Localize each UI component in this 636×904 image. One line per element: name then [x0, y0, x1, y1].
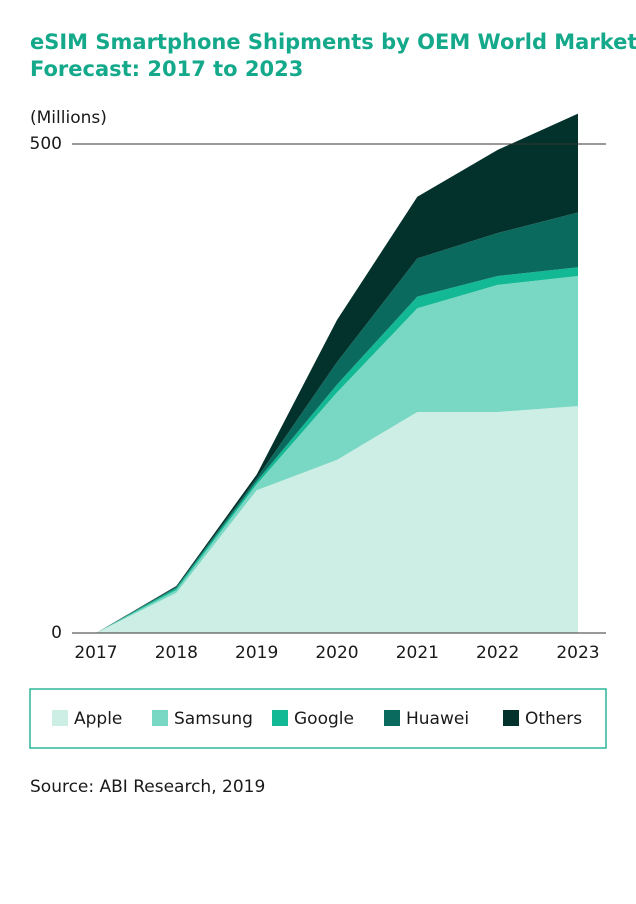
legend-label: Samsung: [174, 709, 253, 729]
legend-label: Apple: [74, 709, 122, 729]
y-tick-label: 0: [51, 623, 62, 643]
area: [96, 113, 578, 633]
legend: Apple Samsung Google Huawei Others: [52, 709, 582, 729]
y-axis-label: (Millions): [30, 108, 107, 128]
x-tick-label: 2017: [74, 643, 117, 663]
x-tick-label: 2018: [155, 643, 198, 663]
legend-box: [29, 688, 607, 749]
x-tick-label: 2022: [476, 643, 519, 663]
chart-subtitle: Forecast: 2017 to 2023: [30, 57, 303, 81]
x-tick-label: 2021: [396, 643, 439, 663]
legend-swatch: [152, 710, 168, 726]
legend-swatch: [503, 710, 519, 726]
chart-title: eSIM Smartphone Shipments by OEM World M…: [30, 30, 636, 54]
area: [96, 406, 578, 633]
source: Source: ABI Research, 2019: [30, 777, 265, 797]
x-tick-label: 2020: [315, 643, 358, 663]
y-tick-label: 500: [30, 134, 62, 154]
legend-swatch: [52, 710, 68, 726]
x-tick-label: 2019: [235, 643, 278, 663]
area: [96, 212, 578, 633]
legend-label: Others: [525, 709, 582, 729]
x-tick-label: 2023: [556, 643, 599, 663]
legend-label: Google: [294, 709, 354, 729]
legend-label: Huawei: [406, 709, 469, 729]
legend-swatch: [272, 710, 288, 726]
legend-swatch: [384, 710, 400, 726]
plot: [96, 113, 578, 633]
area: [96, 276, 578, 633]
